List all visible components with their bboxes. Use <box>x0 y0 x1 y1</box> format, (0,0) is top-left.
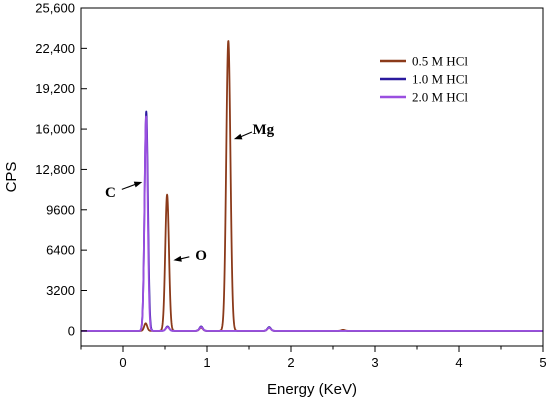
annotation-arrowhead-2 <box>233 133 243 140</box>
x-tick-label: 1 <box>203 355 210 370</box>
annotation-arrowhead-1 <box>173 255 182 262</box>
annotation-label-0: C <box>105 185 116 201</box>
y-tick-label: 9600 <box>46 202 75 217</box>
annotation-label-1: O <box>195 248 207 264</box>
y-tick-label: 19,200 <box>35 81 75 96</box>
legend-label-0: 0.5 M HCl <box>412 54 468 69</box>
peak-annotations: C O Mg <box>105 122 275 264</box>
y-tick-label: 25,600 <box>35 1 75 16</box>
x-tick-label: 0 <box>119 355 126 370</box>
annotation-arrow-2 <box>239 131 253 138</box>
annotation-label-2: Mg <box>252 122 274 138</box>
x-tick-label: 3 <box>371 355 378 370</box>
y-tick-label: 3200 <box>46 283 75 298</box>
y-tick-label: 22,400 <box>35 41 75 56</box>
y-axis-label: CPS <box>3 162 20 193</box>
legend-label-1: 1.0 M HCl <box>412 72 468 87</box>
x-tick-label: 5 <box>539 355 546 370</box>
y-tick-label: 0 <box>68 323 75 338</box>
legend: 0.5 M HCl 1.0 M HCl 2.0 M HCl <box>380 54 468 105</box>
y-tick-label: 6400 <box>46 243 75 258</box>
y-tick-label: 12,800 <box>35 162 75 177</box>
x-tick-label: 2 <box>287 355 294 370</box>
plot-area <box>80 40 544 332</box>
axes: 0 3200 6400 9600 12,800 16,000 19,200 22,400 25,… <box>35 1 546 371</box>
x-axis-label: Energy (KeV) <box>267 381 357 398</box>
y-tick-label: 16,000 <box>35 122 75 137</box>
annotation-arrowhead-0 <box>133 181 143 188</box>
series-line-2 <box>80 115 544 332</box>
x-tick-label: 4 <box>455 355 462 370</box>
annotation-arrow-0 <box>121 183 137 190</box>
legend-label-2: 2.0 M HCl <box>412 90 468 105</box>
axes-frame <box>80 7 544 347</box>
